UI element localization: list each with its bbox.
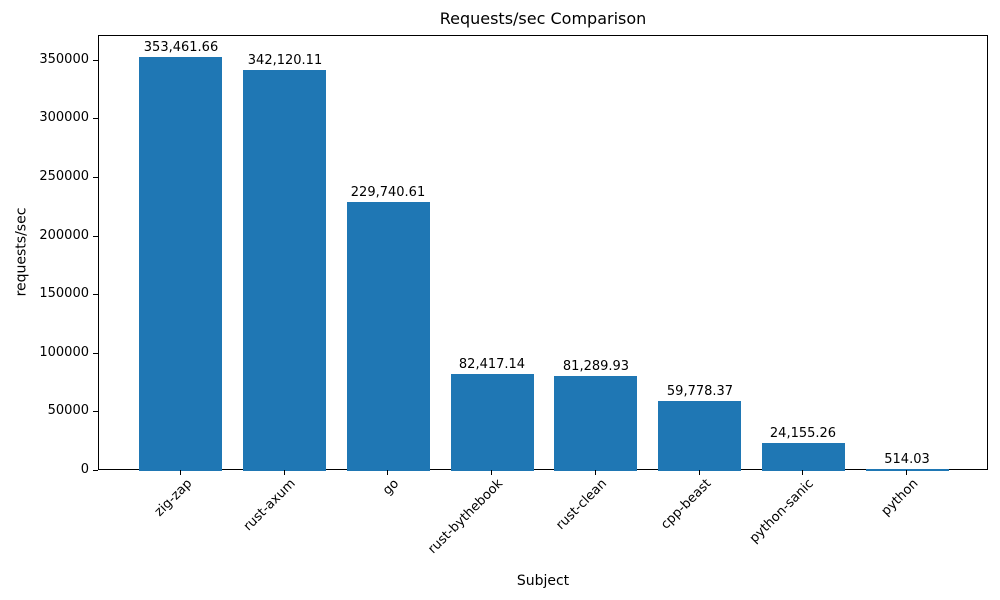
y-tick [93, 353, 98, 354]
bar-value-label: 229,740.61 [350, 185, 426, 200]
y-tick-label: 350000 [39, 52, 89, 67]
y-tick-label: 250000 [39, 169, 89, 184]
y-tick [93, 118, 98, 119]
x-tick [284, 470, 285, 475]
y-tick-label: 0 [80, 462, 89, 477]
y-tick [93, 177, 98, 178]
bar-value-label: 59,778.37 [666, 384, 734, 399]
x-tick [595, 470, 596, 475]
y-tick-label: 300000 [39, 110, 89, 125]
bar [139, 57, 222, 471]
x-tick [699, 470, 700, 475]
x-tick-label: rust-bythebook [425, 476, 506, 557]
x-axis-label: Subject [516, 573, 570, 589]
y-tick [93, 470, 98, 471]
bar-value-label: 24,155.26 [769, 426, 837, 441]
y-tick [93, 294, 98, 295]
y-tick-label: 150000 [39, 286, 89, 301]
bar-value-label: 353,461.66 [143, 40, 219, 55]
y-tick [93, 411, 98, 412]
x-tick-label: zig-zap [151, 476, 195, 520]
bar [451, 374, 534, 471]
bar [866, 469, 949, 471]
y-tick-label: 100000 [39, 345, 89, 360]
y-tick [93, 60, 98, 61]
bar-value-label: 81,289.93 [562, 359, 630, 374]
bar [762, 443, 845, 471]
bar-value-label: 82,417.14 [458, 357, 526, 372]
x-tick-label: python [878, 476, 921, 520]
x-tick-label: cpp-beast [657, 476, 714, 533]
bar [347, 202, 430, 471]
plot-area: 353,461.66 342,120.11 229,740.61 82,417.14 8… [98, 35, 988, 471]
bar [658, 401, 741, 471]
x-tick-label: rust-clean [553, 476, 610, 533]
x-tick [906, 470, 907, 475]
y-tick [93, 236, 98, 237]
x-tick [802, 470, 803, 475]
bar-value-label: 342,120.11 [247, 53, 323, 68]
x-tick-label: go [379, 476, 402, 499]
x-tick-label: rust-axum [241, 476, 299, 535]
chart-title: Requests/sec Comparison [439, 9, 647, 28]
y-tick-label: 200000 [39, 228, 89, 243]
y-tick-label: 50000 [47, 403, 89, 418]
y-axis-label: requests/sec [13, 207, 30, 297]
bar-value-label: 514.03 [884, 452, 930, 467]
x-tick [180, 470, 181, 475]
x-tick-label: python-sanic [746, 476, 817, 547]
x-tick [387, 470, 388, 475]
bar [554, 376, 637, 471]
x-tick [491, 470, 492, 475]
bar [243, 70, 326, 471]
